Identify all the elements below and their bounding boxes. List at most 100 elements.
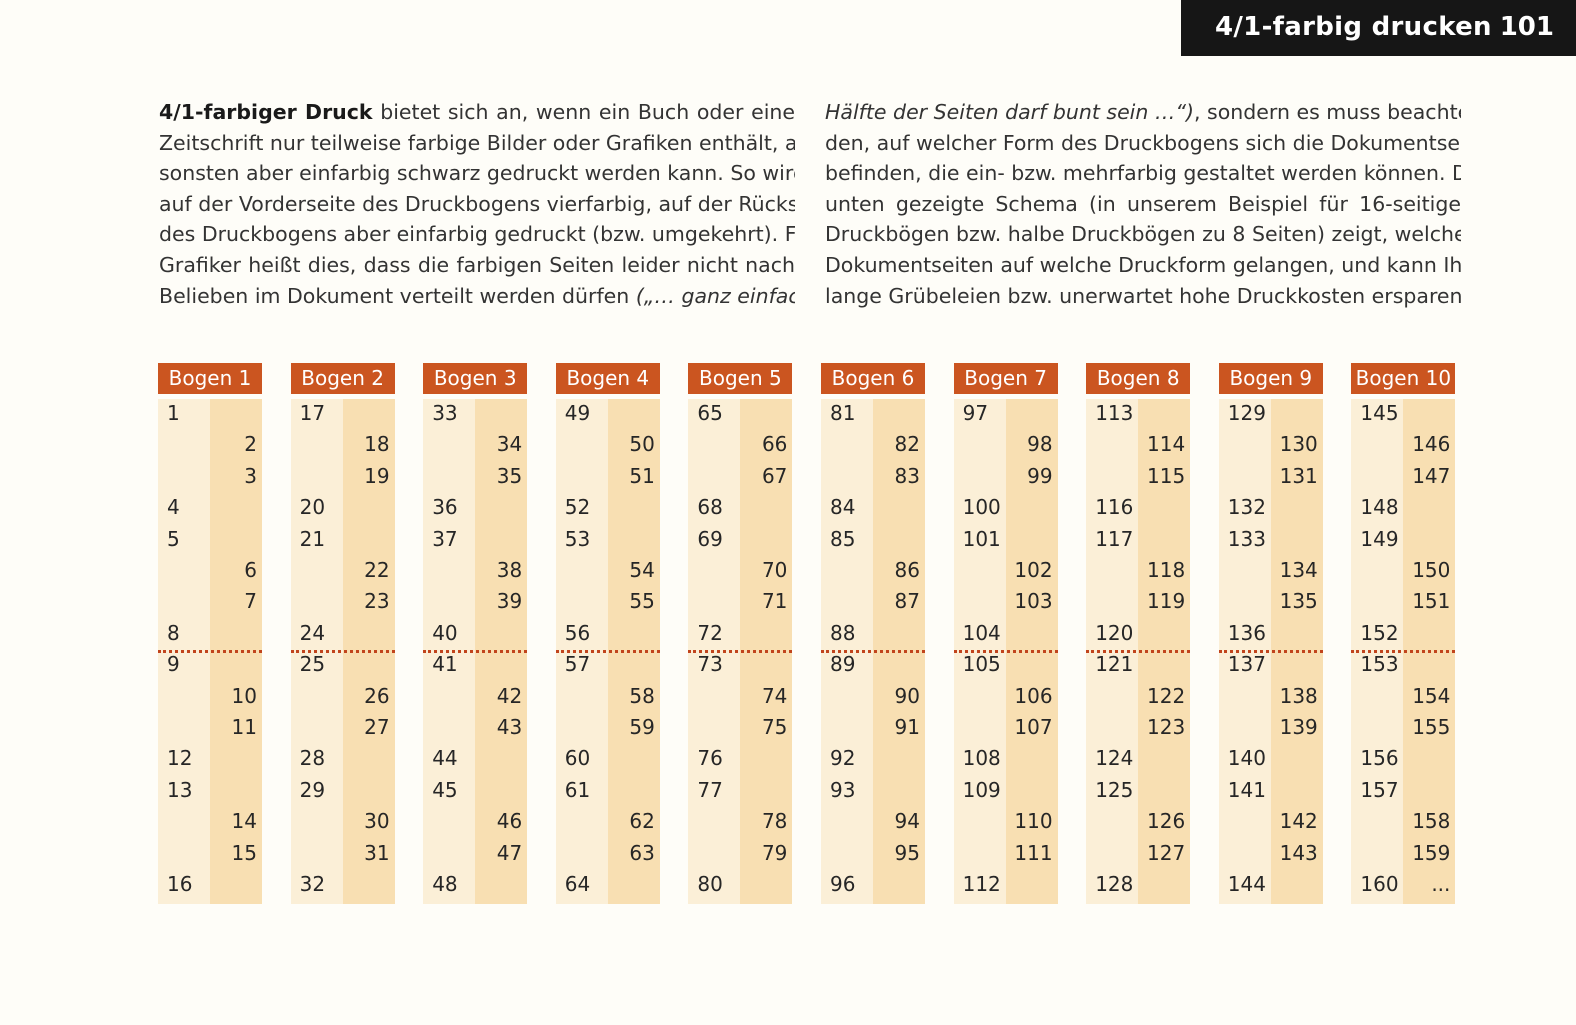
- italic-quote: Hälfte der Seiten darf bunt sein …“): [825, 100, 1195, 124]
- italic-quote: („… ganz einfach: die: [635, 283, 795, 308]
- bogen-column: Bogen 10 145 146 147 148 149 150 151 152 153 154 15…: [1351, 363, 1456, 904]
- fold-divider: [555, 650, 660, 653]
- text-line: Hälfte der Seiten darf bunt sein …“), so…: [825, 97, 1461, 128]
- page-number-cell: 85: [830, 526, 856, 551]
- page-number-cell: 3: [244, 463, 257, 488]
- text-run: den, auf welcher Form des Druckbogens si…: [825, 130, 1461, 155]
- bogen-header: Bogen 9: [1218, 363, 1323, 394]
- page-number-cell: 10: [231, 683, 257, 708]
- text-line: 4/1-farbiger Druck bietet sich an, wenn …: [159, 97, 795, 128]
- page-number-cell: 81: [830, 401, 856, 425]
- page-number-cell: 119: [1147, 589, 1186, 614]
- fold-divider: [1218, 650, 1323, 653]
- lead-term: 4/1-farbiger Druck: [159, 100, 373, 124]
- page-number-cell: 143: [1279, 840, 1318, 865]
- page-number-cell: 141: [1227, 777, 1266, 802]
- page-number-cell: 33: [432, 401, 458, 425]
- page-number-cell: 97: [962, 401, 989, 425]
- page-number-cell: 40: [432, 620, 458, 645]
- page-number-cell: 95: [894, 840, 920, 865]
- page-number-cell: 91: [894, 715, 920, 739]
- page-number-cell: 115: [1147, 463, 1186, 488]
- page-number-cell: 86: [894, 558, 920, 582]
- text-run: , sondern es muss beachtet wer-: [1194, 100, 1461, 124]
- page-number-cell: 110: [1014, 809, 1053, 834]
- page-number-cell: 92: [830, 746, 856, 771]
- body-text-right-column: Hälfte der Seiten darf bunt sein …“), so…: [825, 97, 1461, 311]
- page-number-cell: 142: [1279, 809, 1318, 834]
- page-number-cell: 6: [244, 558, 257, 582]
- page-number-cell: 7: [244, 589, 257, 614]
- page-number-cell: 105: [962, 652, 1001, 677]
- page-number-cell: 76: [697, 746, 723, 771]
- page-number-cell: 61: [564, 777, 591, 802]
- page-number-cell: 155: [1412, 715, 1451, 739]
- page-number-cell: 39: [496, 589, 523, 614]
- page-number-cell: 82: [894, 432, 920, 457]
- page-number-cell: 11: [231, 715, 257, 739]
- page-number-cell: 64: [564, 872, 591, 896]
- text-line: Druckbögen bzw. halbe Druckbögen zu 8 Se…: [825, 219, 1461, 250]
- body-text-left-column: 4/1-farbiger Druck bietet sich an, wenn …: [159, 97, 795, 311]
- fold-divider: [688, 650, 793, 653]
- page-number-cell: 130: [1279, 432, 1318, 457]
- page-number-cell: 133: [1227, 526, 1266, 551]
- running-header: 4/1-farbig drucken 101: [1181, 0, 1576, 56]
- text-run: lange Grübeleien bzw. unerwartet hohe Dr…: [825, 283, 1461, 308]
- page-number-cell: 125: [1095, 777, 1134, 802]
- bogen-column: Bogen 2 17 18 19 20 21 22 23 24 25 26 27 28 29 30 31 32: [290, 363, 395, 904]
- page-number-cell: 146: [1412, 432, 1451, 457]
- page-number-cell: 108: [962, 746, 1001, 771]
- page-number-cell: 36: [432, 495, 458, 520]
- page-number-cell: 129: [1227, 401, 1266, 425]
- page-number-cell: 37: [432, 526, 458, 551]
- page-number-cell: 4: [167, 495, 180, 520]
- text-run: bietet sich an, wenn ein Buch oder eine: [372, 100, 795, 124]
- page-number-cell: 80: [697, 872, 723, 896]
- page-number-cell: 9: [167, 652, 180, 677]
- page-number-cell: 94: [894, 809, 920, 834]
- page-number-cell: 12: [167, 746, 193, 771]
- page-number-cell: 123: [1147, 715, 1186, 739]
- page-number: 101: [1499, 12, 1554, 42]
- bogen-header: Bogen 1: [158, 363, 262, 394]
- page-number-cell: 103: [1014, 589, 1053, 614]
- page-number-cell: 84: [830, 495, 856, 520]
- page-number-cell: 158: [1412, 809, 1451, 834]
- page-number-cell: 104: [962, 620, 1001, 645]
- page-number-cell: 31: [364, 840, 390, 865]
- page-number-cell: 152: [1360, 620, 1399, 645]
- page-number-cell: 151: [1412, 589, 1451, 614]
- text-line: sonsten aber einfarbig schwarz gedruckt …: [159, 158, 795, 189]
- page-number-cell: 71: [761, 589, 788, 614]
- page-number-cell: 98: [1027, 432, 1053, 457]
- text-run: unten gezeigte Schema (in unserem Beispi…: [825, 191, 1461, 216]
- page-number-cell: 121: [1095, 652, 1134, 677]
- text-run: des Druckbogens aber einfarbig gedruckt …: [159, 222, 795, 247]
- page-number-cell: 50: [629, 432, 655, 457]
- page-number-cell: 66: [761, 432, 788, 457]
- page-number-cell: 56: [564, 620, 591, 645]
- page-number-cell: 67: [761, 463, 788, 488]
- fold-divider: [821, 650, 925, 653]
- page-number-cell: 124: [1095, 746, 1134, 771]
- page-number-cell: 159: [1412, 840, 1451, 865]
- page-number-cell: 29: [299, 777, 326, 802]
- page-number-cell: 137: [1227, 652, 1266, 677]
- page-number-cell: 60: [564, 746, 591, 771]
- page-number-cell: 5: [167, 526, 180, 551]
- bogen-header: Bogen 3: [423, 363, 528, 394]
- fold-divider: [953, 650, 1058, 653]
- page-number-cell: 153: [1360, 652, 1399, 677]
- page-number-cell: 42: [496, 683, 523, 708]
- page-number-cell: 63: [629, 840, 655, 865]
- bogen-column: Bogen 9 129 130 131 132 133 134 135 136 137 138 139…: [1218, 363, 1323, 904]
- page-number-cell: 134: [1279, 558, 1318, 582]
- bogen-header: Bogen 7: [953, 363, 1058, 394]
- page-number-cell: 47: [496, 840, 523, 865]
- page-number-cell: 145: [1360, 401, 1399, 425]
- text-run: Grafiker heißt dies, dass die farbigen S…: [159, 252, 795, 277]
- page-number-cell: 27: [364, 715, 390, 739]
- page-number-cell: 23: [364, 589, 390, 614]
- page-number-cell: 102: [1014, 558, 1053, 582]
